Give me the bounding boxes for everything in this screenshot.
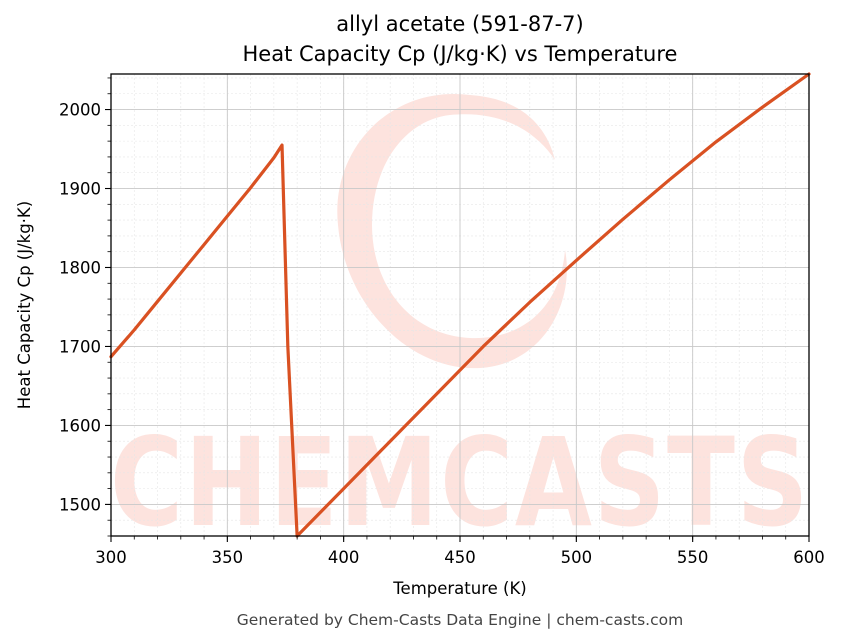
- x-axis-label: Temperature (K): [392, 579, 526, 598]
- axis-ticks: [105, 77, 810, 542]
- series-line: [109, 72, 811, 538]
- y-tick-label: 1500: [59, 495, 101, 514]
- y-tick-label: 1700: [59, 337, 101, 356]
- x-tick-label: 550: [677, 548, 709, 567]
- chart-subtitle: Heat Capacity Cp (J/kg·K) vs Temperature: [243, 42, 678, 66]
- y-tick-label: 1600: [59, 416, 101, 435]
- y-tick-label: 1800: [59, 258, 101, 277]
- x-tick-label: 450: [444, 548, 476, 567]
- watermark-logo: CHEMCASTS: [110, 93, 810, 554]
- x-tick-label: 500: [561, 548, 593, 567]
- footer-credit: Generated by Chem-Casts Data Engine | ch…: [237, 611, 683, 629]
- y-axis-label: Heat Capacity Cp (J/kg·K): [15, 201, 34, 409]
- x-tick-label: 350: [212, 548, 244, 567]
- y-tick-label: 1900: [59, 180, 101, 199]
- chart-title: allyl acetate (591-87-7): [336, 12, 583, 36]
- x-tick-label: 600: [793, 548, 825, 567]
- x-tick-label: 400: [328, 548, 360, 567]
- y-tick-label: 2000: [59, 101, 101, 120]
- y-tick-labels: 1500 1600 1700 1800 1900 2000: [59, 101, 101, 515]
- watermark-text: CHEMCASTS: [110, 412, 810, 554]
- x-tick-label: 300: [95, 548, 127, 567]
- x-tick-labels: 300 350 400 450 500 550 600: [95, 548, 825, 567]
- watermark-swirl-icon: [337, 93, 567, 369]
